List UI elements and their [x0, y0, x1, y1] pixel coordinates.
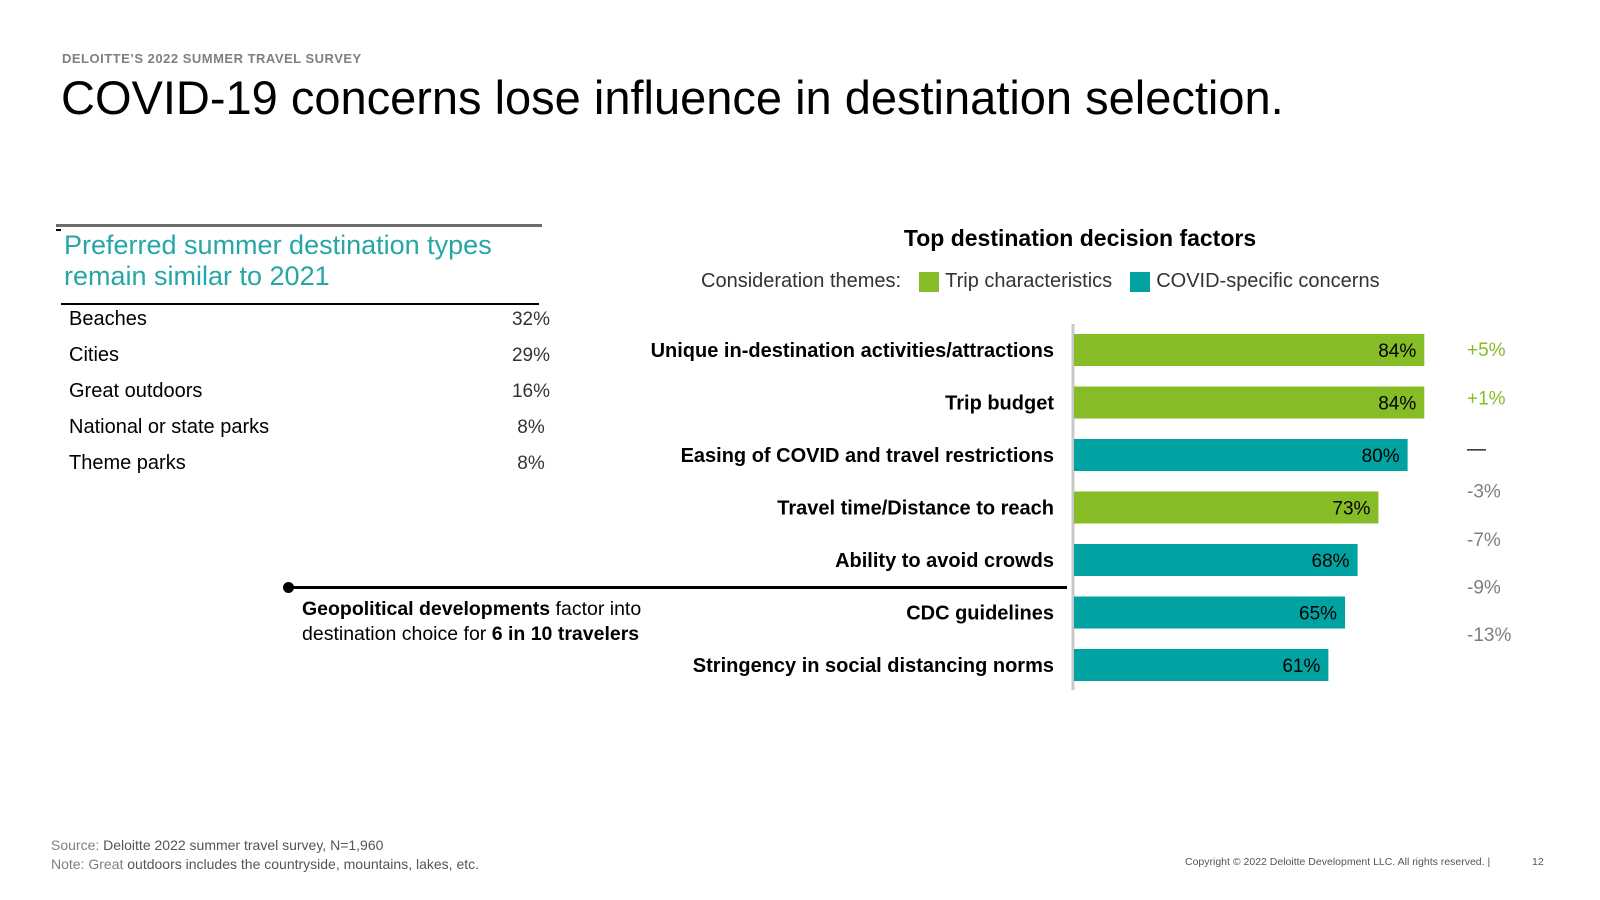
change-label: -13% [1467, 625, 1511, 646]
change-label: +5% [1467, 340, 1506, 361]
destination-table: Beaches 32% Cities 29% Great outdoors 16… [61, 306, 550, 486]
bar-value-label: 80% [1362, 446, 1400, 467]
change-label: +1% [1467, 389, 1506, 410]
eyebrow-label: DELOITTE’S 2022 SUMMER TRAVEL SURVEY [62, 51, 362, 66]
note-key: Note: Great [51, 856, 124, 872]
category-label: Easing of COVID and travel restrictions [681, 445, 1054, 467]
bar-value-label: 84% [1378, 394, 1416, 415]
table-row: Great outdoors 16% [61, 378, 550, 414]
page-title: COVID-19 concerns lose influence in dest… [61, 71, 1284, 124]
category-label: Travel time/Distance to reach [777, 498, 1054, 520]
bar-value-label: 68% [1312, 551, 1350, 572]
bar-value-label: 65% [1299, 604, 1337, 625]
table-row: Beaches 32% [61, 306, 550, 342]
bar-6 [1074, 649, 1329, 681]
source-key: Source: [51, 837, 100, 853]
bar-3 [1074, 491, 1379, 524]
category-label: Ability to avoid crowds [835, 550, 1054, 572]
change-label: — [1467, 439, 1486, 460]
bar-1 [1074, 386, 1425, 419]
bar-5 [1074, 596, 1346, 629]
page-number: 12 [1532, 856, 1544, 868]
legend-label-trip: Trip characteristics [945, 270, 1113, 292]
destination-name: National or state parks [69, 416, 270, 438]
note-text: outdoors includes the countryside, mount… [123, 856, 480, 872]
destination-top-rule [56, 224, 542, 227]
destination-value: 32% [511, 309, 551, 330]
category-label: Unique in-destination activities/attract… [651, 340, 1054, 362]
bar-value-label: 61% [1282, 656, 1320, 677]
callout-dot [283, 582, 294, 593]
destination-heading: Preferred summer destination types remai… [64, 230, 492, 291]
source-text: Deloitte 2022 summer travel survey, N=1,… [99, 837, 384, 853]
destination-name: Cities [69, 344, 120, 366]
destination-value: 8% [517, 453, 545, 474]
callout-text-middle: factor into destination choice for [302, 598, 642, 645]
callout-text: Geopolitical developments factor into de… [302, 597, 692, 647]
callout-connector-line [289, 586, 1067, 589]
category-label: CDC guidelines [906, 603, 1054, 625]
change-label: -3% [1467, 482, 1501, 503]
bar-value-label: 84% [1378, 341, 1416, 362]
bar-value-label: 73% [1332, 499, 1370, 520]
bar-0 [1074, 334, 1425, 366]
category-label: Trip budget [945, 393, 1054, 415]
source-note: Source: Deloitte 2022 summer travel surv… [51, 836, 479, 874]
copyright-text: Copyright © 2022 Deloitte Development LL… [1185, 856, 1491, 868]
change-label: -7% [1467, 530, 1501, 551]
bar-4 [1074, 544, 1358, 576]
callout-bold-geopolitical: Geopolitical developments [302, 598, 551, 620]
legend-label-covid: COVID-specific concerns [1156, 270, 1380, 292]
table-row: National or state parks 8% [61, 414, 545, 450]
legend-swatch-trip [919, 271, 940, 292]
bar-2 [1074, 439, 1408, 471]
change-label: -9% [1467, 578, 1501, 599]
note-line: Note: Great outdoors includes the countr… [51, 855, 479, 874]
chart-title: Top destination decision factors [903, 225, 1257, 251]
legend-swatch-covid [1130, 271, 1151, 292]
destination-name: Theme parks [69, 452, 186, 474]
destination-name: Beaches [69, 308, 147, 330]
destination-heading-underline [61, 303, 539, 305]
legend-item-trip: Trip characteristics [919, 270, 1112, 293]
table-row: Cities 29% [61, 342, 550, 378]
destination-tick-mark [56, 229, 61, 231]
legend-item-covid: COVID-specific concerns [1130, 270, 1380, 293]
destination-value: 29% [511, 345, 551, 366]
destination-value: 8% [517, 417, 545, 438]
legend-prefix: Consideration themes: [701, 270, 902, 292]
table-row: Theme parks 8% [61, 450, 545, 486]
category-label: Stringency in social distancing norms [693, 655, 1054, 677]
destination-name: Great outdoors [69, 380, 203, 402]
destination-value: 16% [511, 381, 551, 402]
source-line: Source: Deloitte 2022 summer travel surv… [51, 836, 479, 855]
chart-legend: Consideration themes: Trip characteristi… [701, 270, 1380, 293]
callout-bold-travelers: 6 in 10 travelers [491, 623, 640, 645]
